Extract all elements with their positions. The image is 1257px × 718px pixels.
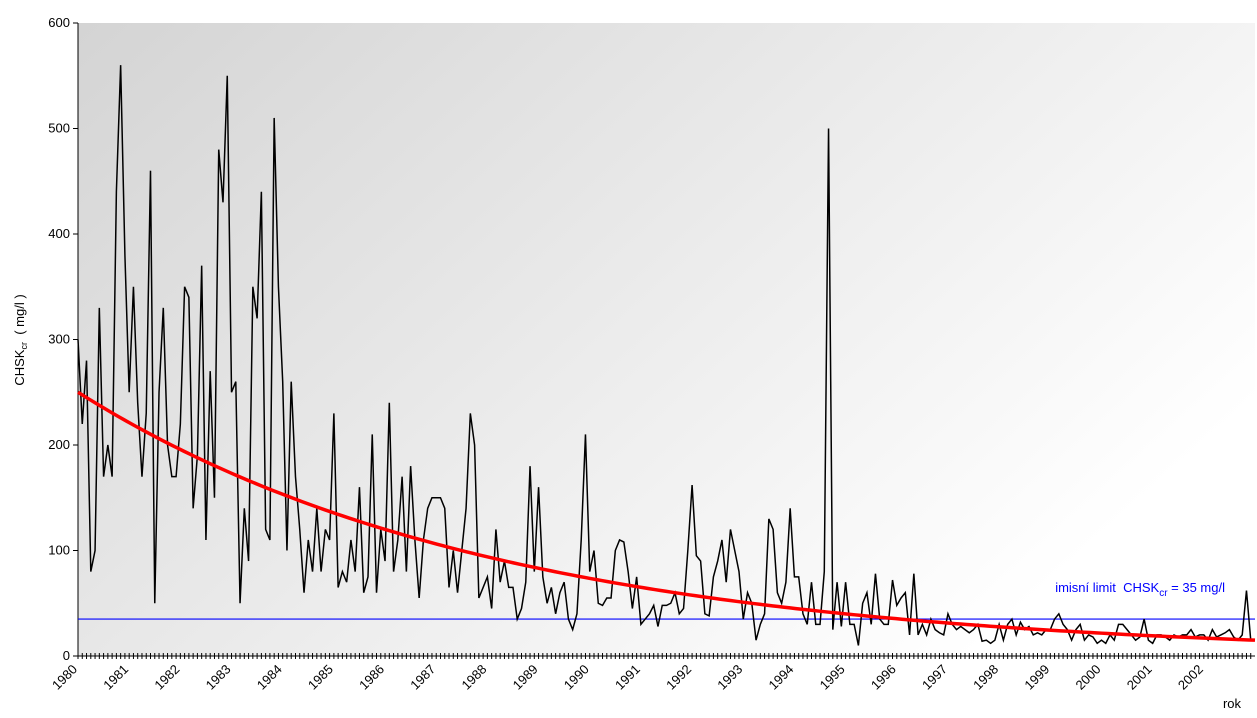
y-tick-label: 100 — [48, 543, 70, 558]
annotation-rest: = 35 mg/l — [1168, 580, 1226, 595]
y-axis-label: CHSKcr ( mg/l ) — [12, 294, 29, 385]
x-tick-label: 1987 — [407, 662, 438, 693]
x-tick-label: 1980 — [49, 662, 80, 693]
y-tick-label: 0 — [63, 648, 70, 663]
x-tick-label: 2001 — [1124, 662, 1155, 693]
x-tick-label: 1998 — [970, 662, 1001, 693]
x-axis-label: rok — [1223, 696, 1242, 711]
x-tick-label: 1996 — [868, 662, 899, 693]
x-tick-label: 1994 — [765, 662, 796, 693]
x-tick-label: 1982 — [151, 662, 182, 693]
y-tick-label: 500 — [48, 121, 70, 136]
x-tick-label: 1985 — [305, 662, 336, 693]
x-tick-label: 1984 — [254, 662, 285, 693]
x-tick-label: 1997 — [919, 662, 950, 693]
x-tick-label: 1989 — [510, 662, 541, 693]
x-tick-label: 1991 — [612, 662, 643, 693]
x-tick-label: 1983 — [203, 662, 234, 693]
x-tick-label: 1999 — [1021, 662, 1052, 693]
x-tick-label: 1981 — [100, 662, 131, 693]
x-tick-label: 1993 — [714, 662, 745, 693]
x-tick-label: 2002 — [1175, 662, 1206, 693]
x-tick-label: 1990 — [561, 662, 592, 693]
annotation-sub: cr — [1159, 588, 1168, 599]
limit-annotation: imisní limit CHSKcr = 35 mg/l — [1055, 580, 1225, 599]
y-tick-label: 200 — [48, 437, 70, 452]
y-tick-label: 400 — [48, 226, 70, 241]
x-tick-label: 2000 — [1073, 662, 1104, 693]
data-line — [77, 65, 1252, 646]
x-tick-label: 1992 — [663, 662, 694, 693]
x-tick-label: 1995 — [817, 662, 848, 693]
x-tick-label: 1988 — [458, 662, 489, 693]
plot-area — [78, 23, 1255, 656]
y-tick-label: 600 — [48, 15, 70, 30]
trend-line — [77, 390, 1256, 642]
y-tick-label: 300 — [48, 332, 70, 347]
annotation-text: imisní limit CHSK — [1055, 580, 1159, 595]
x-tick-label: 1986 — [356, 662, 387, 693]
